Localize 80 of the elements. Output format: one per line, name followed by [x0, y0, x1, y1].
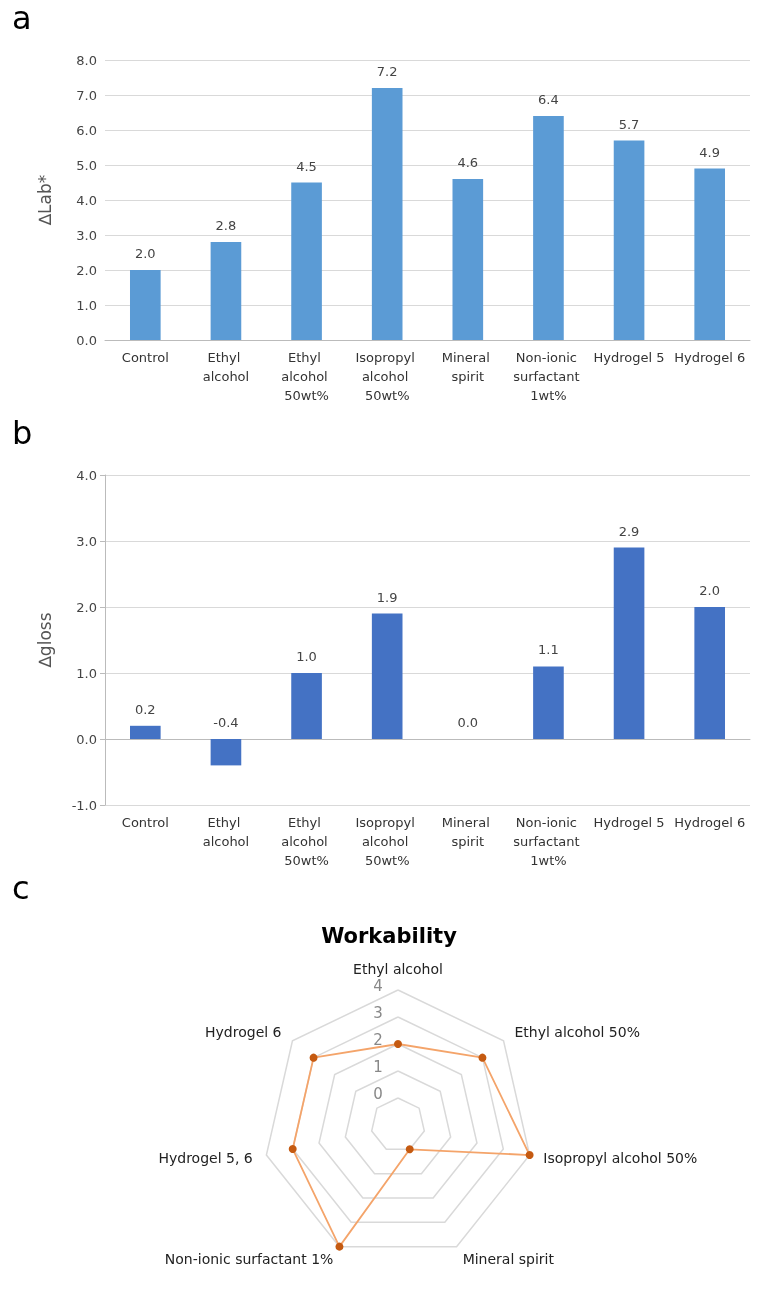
y-tick-label: 4.0 [76, 192, 97, 208]
x-tick-label: Hydrogel 5 [593, 815, 665, 830]
x-tick-label: Ethyl alcohol [202, 815, 250, 849]
data-label: 1.9 [376, 589, 398, 605]
y-tick-label: 8.0 [76, 52, 97, 68]
bar [452, 179, 484, 340]
spoke-label: Hydrogel 6 [205, 1024, 282, 1041]
chart-title: Workability [321, 923, 458, 948]
y-tick-label: 2.0 [76, 599, 97, 615]
y-axis-title: ∆Lab* [34, 174, 55, 227]
spoke-label: Ethyl alcohol 50% [514, 1024, 640, 1041]
spoke-label: Mineral spirit [462, 1251, 555, 1268]
y-tick-label: 4.0 [76, 467, 97, 483]
data-label: 2.0 [699, 583, 721, 598]
x-tick-label: Ethyl alcohol 50wt% [281, 350, 332, 403]
data-label: 0.0 [457, 715, 479, 730]
x-tick-label: Ethyl alcohol [202, 350, 250, 384]
y-tick-label: 7.0 [76, 87, 97, 103]
y-tick-label: 2.0 [76, 262, 97, 278]
x-tick-label: Control [121, 815, 169, 830]
bar [129, 270, 161, 340]
x-tick-label: Isopropyl alcohol 50wt% [355, 815, 419, 868]
data-label: 0.2 [134, 701, 156, 717]
y-tick-label: 3.0 [76, 533, 97, 549]
bar [613, 547, 645, 739]
y-tick-label: 5.0 [76, 157, 97, 173]
bar [129, 725, 161, 739]
bar [291, 673, 322, 739]
y-tick-label: 0 [373, 1084, 383, 1103]
spoke-label: Isopropyl alcohol 50% [543, 1150, 698, 1167]
bar [291, 182, 322, 340]
bar [210, 242, 242, 340]
data-label: 2.8 [215, 218, 237, 233]
bar [533, 666, 564, 739]
y-tick-label: -1.0 [71, 797, 97, 813]
text: c [12, 869, 30, 907]
y-tick-label: 0.0 [76, 332, 97, 348]
x-tick-label: Control [121, 350, 169, 365]
x-tick-label: Hydrogel 5 [593, 350, 665, 365]
x-tick-label: Hydrogel 6 [674, 815, 746, 830]
text: b [12, 414, 33, 452]
bar [371, 88, 403, 340]
x-tick-label: Non-ionic surfactant 1wt% [513, 815, 584, 868]
y-tick-label: 4 [373, 976, 383, 995]
data-label: 2.9 [618, 523, 640, 539]
data-label: 1.0 [296, 649, 317, 664]
x-tick-label: Mineral spirit [441, 815, 494, 849]
bar [613, 140, 645, 340]
data-label: 4.6 [457, 155, 479, 170]
text: a [12, 0, 32, 37]
bar [371, 613, 403, 739]
x-tick-label: Isopropyl alcohol 50wt% [355, 350, 419, 403]
spoke-label: Ethyl alcohol [353, 961, 443, 977]
bar [694, 168, 726, 340]
data-label: 5.7 [618, 116, 640, 132]
y-tick-label: 1 [373, 1057, 383, 1076]
data-label: 7.2 [376, 64, 398, 79]
data-label: 6.4 [538, 92, 559, 107]
y-tick-label: 1.0 [76, 297, 97, 313]
bar [533, 116, 564, 340]
spoke-label: Non-ionic surfactant 1% [164, 1251, 334, 1268]
y-tick-label: 6.0 [76, 122, 97, 138]
data-label: 4.9 [699, 144, 721, 160]
y-tick-label: 3.0 [76, 227, 97, 243]
x-tick-label: Non-ionic surfactant 1wt% [513, 350, 584, 403]
x-tick-label: Ethyl alcohol 50wt% [281, 815, 332, 868]
y-tick-label: 0.0 [76, 731, 97, 747]
y-tick-label: 1.0 [76, 665, 97, 681]
data-label: -0.4 [213, 715, 239, 730]
y-tick-label: 2 [373, 1030, 383, 1049]
x-tick-label: Mineral spirit [441, 350, 494, 384]
bar [210, 739, 242, 766]
spoke-label: Hydrogel 5, 6 [158, 1150, 253, 1167]
y-axis-title: ∆gloss [34, 612, 55, 669]
bar [694, 607, 726, 739]
data-label: 2.0 [134, 246, 156, 261]
data-label: 1.1 [538, 642, 559, 658]
y-tick-label: 3 [373, 1003, 383, 1022]
x-tick-label: Hydrogel 6 [674, 350, 746, 365]
data-label: 4.5 [296, 158, 317, 174]
